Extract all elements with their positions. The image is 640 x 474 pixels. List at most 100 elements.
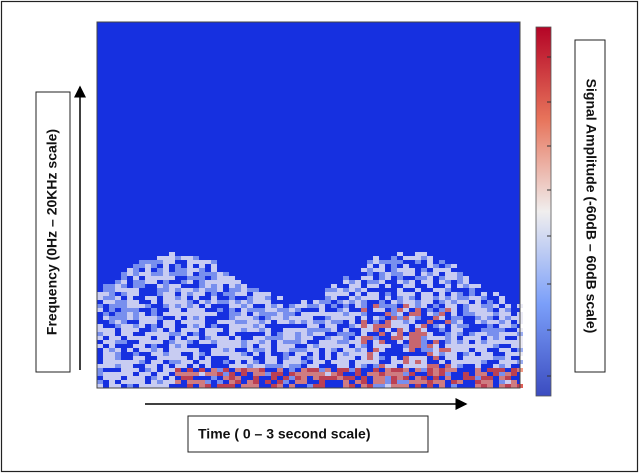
spectrogram-cell xyxy=(145,276,151,280)
spectrogram-cell xyxy=(469,344,475,348)
spectrogram-cell xyxy=(343,376,349,380)
spectrogram-cell xyxy=(223,352,229,356)
spectrogram-cell xyxy=(289,312,295,316)
spectrogram-cell xyxy=(223,376,229,380)
spectrogram-cell xyxy=(385,368,391,372)
spectrogram-cell xyxy=(415,316,421,320)
spectrogram-cell xyxy=(451,264,457,268)
spectrogram-cell xyxy=(397,372,403,376)
spectrogram-cell xyxy=(433,376,439,380)
spectrogram-cell xyxy=(163,368,169,372)
colorbar-label: Signal Amplitude (-60dB – 60dB scale) xyxy=(583,79,599,334)
spectrogram-cell xyxy=(241,340,247,344)
spectrogram-cell xyxy=(169,256,175,260)
spectrogram-cell xyxy=(145,272,151,276)
spectrogram-cell xyxy=(379,276,385,280)
spectrogram-cell xyxy=(481,328,487,332)
spectrogram-cell xyxy=(199,368,205,372)
spectrogram-cell xyxy=(337,372,343,376)
spectrogram-cell xyxy=(313,324,319,328)
spectrogram-cell xyxy=(361,336,367,340)
spectrogram-cell xyxy=(493,312,499,316)
spectrogram-cell xyxy=(487,380,493,384)
spectrogram-cell xyxy=(403,336,409,340)
spectrogram-cell xyxy=(457,348,463,352)
spectrogram-cell xyxy=(283,336,289,340)
spectrogram-cell xyxy=(211,268,217,272)
spectrogram-cell xyxy=(199,276,205,280)
spectrogram-cell xyxy=(439,384,445,388)
spectrogram-cell xyxy=(427,368,433,372)
spectrogram-cell xyxy=(487,336,493,340)
spectrogram-cell xyxy=(415,288,421,292)
spectrogram-cell xyxy=(319,376,325,380)
spectrogram-cell xyxy=(373,268,379,272)
spectrogram-cell xyxy=(283,340,289,344)
spectrogram-cell xyxy=(361,348,367,352)
spectrogram-cell xyxy=(373,316,379,320)
spectrogram-cell xyxy=(211,368,217,372)
spectrogram-cell xyxy=(169,312,175,316)
spectrogram-cell xyxy=(433,288,439,292)
spectrogram-cell xyxy=(217,384,223,388)
spectrogram-cell xyxy=(421,364,427,368)
spectrogram-cell xyxy=(373,260,379,264)
spectrogram-cell xyxy=(139,380,145,384)
spectrogram-cell xyxy=(415,252,421,256)
spectrogram-cell xyxy=(169,320,175,324)
spectrogram-cell xyxy=(319,380,325,384)
spectrogram-cell xyxy=(421,380,427,384)
spectrogram-cell xyxy=(151,280,157,284)
spectrogram-cell xyxy=(115,340,121,344)
spectrogram-cell xyxy=(109,356,115,360)
spectrogram-cell xyxy=(505,312,511,316)
spectrogram-cell xyxy=(481,304,487,308)
spectrogram-cell xyxy=(289,332,295,336)
spectrogram-cell xyxy=(199,380,205,384)
spectrogram-cell xyxy=(505,324,511,328)
spectrogram-cell xyxy=(439,268,445,272)
spectrogram-cell xyxy=(229,352,235,356)
spectrogram-cell xyxy=(211,352,217,356)
spectrogram-cell xyxy=(337,376,343,380)
spectrogram-cell xyxy=(325,348,331,352)
spectrogram-cell xyxy=(337,352,343,356)
spectrogram-cell xyxy=(163,380,169,384)
spectrogram-cell xyxy=(247,384,253,388)
spectrogram-cell xyxy=(427,256,433,260)
spectrogram-cell xyxy=(139,384,145,388)
spectrogram-cell xyxy=(325,368,331,372)
spectrogram-cell xyxy=(511,360,517,364)
spectrogram-cell xyxy=(493,304,499,308)
spectrogram-cell xyxy=(163,264,169,268)
spectrogram-cell xyxy=(247,296,253,300)
spectrogram-cell xyxy=(187,272,193,276)
spectrogram-cell xyxy=(331,284,337,288)
spectrogram-cell xyxy=(469,296,475,300)
spectrogram-cell xyxy=(379,348,385,352)
spectrogram-cell xyxy=(169,296,175,300)
spectrogram-cell xyxy=(145,384,151,388)
spectrogram-cell xyxy=(139,336,145,340)
spectrogram-cell xyxy=(307,316,313,320)
spectrogram-cell xyxy=(415,308,421,312)
spectrogram-cell xyxy=(421,304,427,308)
spectrogram-cell xyxy=(415,368,421,372)
spectrogram-cell xyxy=(181,296,187,300)
spectrogram-cell xyxy=(481,292,487,296)
spectrogram-cell xyxy=(241,352,247,356)
spectrogram-cell xyxy=(295,332,301,336)
spectrogram-cell xyxy=(193,372,199,376)
spectrogram-cell xyxy=(217,288,223,292)
spectrogram-cell xyxy=(289,356,295,360)
spectrogram-cell xyxy=(433,312,439,316)
spectrogram-cell xyxy=(493,336,499,340)
spectrogram-cell xyxy=(379,260,385,264)
spectrogram-cell xyxy=(451,320,457,324)
spectrogram-cell xyxy=(247,300,253,304)
spectrogram-cell xyxy=(499,340,505,344)
spectrogram-cell xyxy=(439,328,445,332)
spectrogram-cell xyxy=(283,312,289,316)
spectrogram-cell xyxy=(187,380,193,384)
spectrogram-cell xyxy=(355,292,361,296)
